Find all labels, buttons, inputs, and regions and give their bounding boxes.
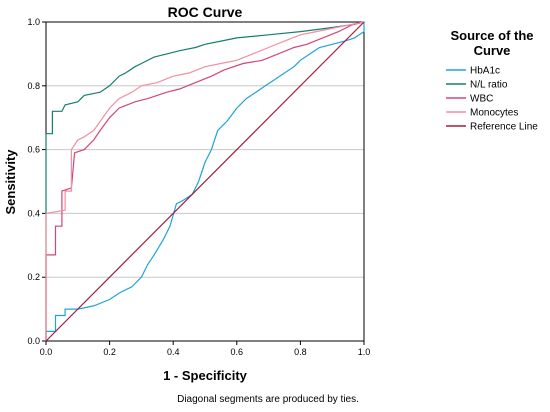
legend-title-line-1: Source of the — [450, 28, 533, 43]
legend-label-monocytes: Monocytes — [470, 108, 518, 119]
x-tick-label: 0.8 — [294, 347, 307, 357]
series-line-n-l-ratio — [45, 21, 365, 341]
y-axis-title: Sensitivity — [3, 149, 18, 215]
legend-label-wbc: WBC — [470, 94, 493, 105]
x-tick-label: 0.6 — [231, 347, 244, 357]
plot-area: 0.0 0.2 0.4 0.6 0.8 1.0 0.0 0.2 0.4 0.6 0.8 1.0 — [27, 17, 370, 357]
footnote: Diagonal segments are produced by ties. — [177, 394, 359, 405]
y-tick-label: 1.0 — [27, 17, 40, 27]
legend-label-hba1c: HbA1c — [470, 66, 500, 77]
x-tick-label: 0.0 — [40, 347, 53, 357]
x-tick-label: 0.4 — [167, 347, 180, 357]
legend-label-n-l-ratio: N/L ratio — [470, 80, 508, 91]
y-tick-label: 0.0 — [27, 336, 40, 346]
x-tick-label: 0.2 — [103, 347, 116, 357]
legend-title-line-2: Curve — [474, 43, 511, 58]
series-line-reference-line — [45, 21, 365, 342]
series-line-wbc — [45, 21, 365, 341]
y-tick-label: 0.6 — [27, 145, 40, 155]
y-tick-label: 0.2 — [27, 272, 40, 282]
series-line-hba1c — [45, 22, 365, 341]
x-tick-label: 1.0 — [358, 347, 371, 357]
x-axis-title: 1 - Specificity — [163, 368, 248, 383]
legend-label-reference-line: Reference Line — [470, 122, 538, 133]
chart-title: ROC Curve — [168, 4, 243, 20]
series-line-monocytes — [45, 21, 365, 341]
y-tick-label: 0.8 — [27, 81, 40, 91]
legend: HbA1c N/L ratio WBC Monocytes Reference Line — [446, 66, 538, 133]
y-tick-label: 0.4 — [27, 208, 40, 218]
